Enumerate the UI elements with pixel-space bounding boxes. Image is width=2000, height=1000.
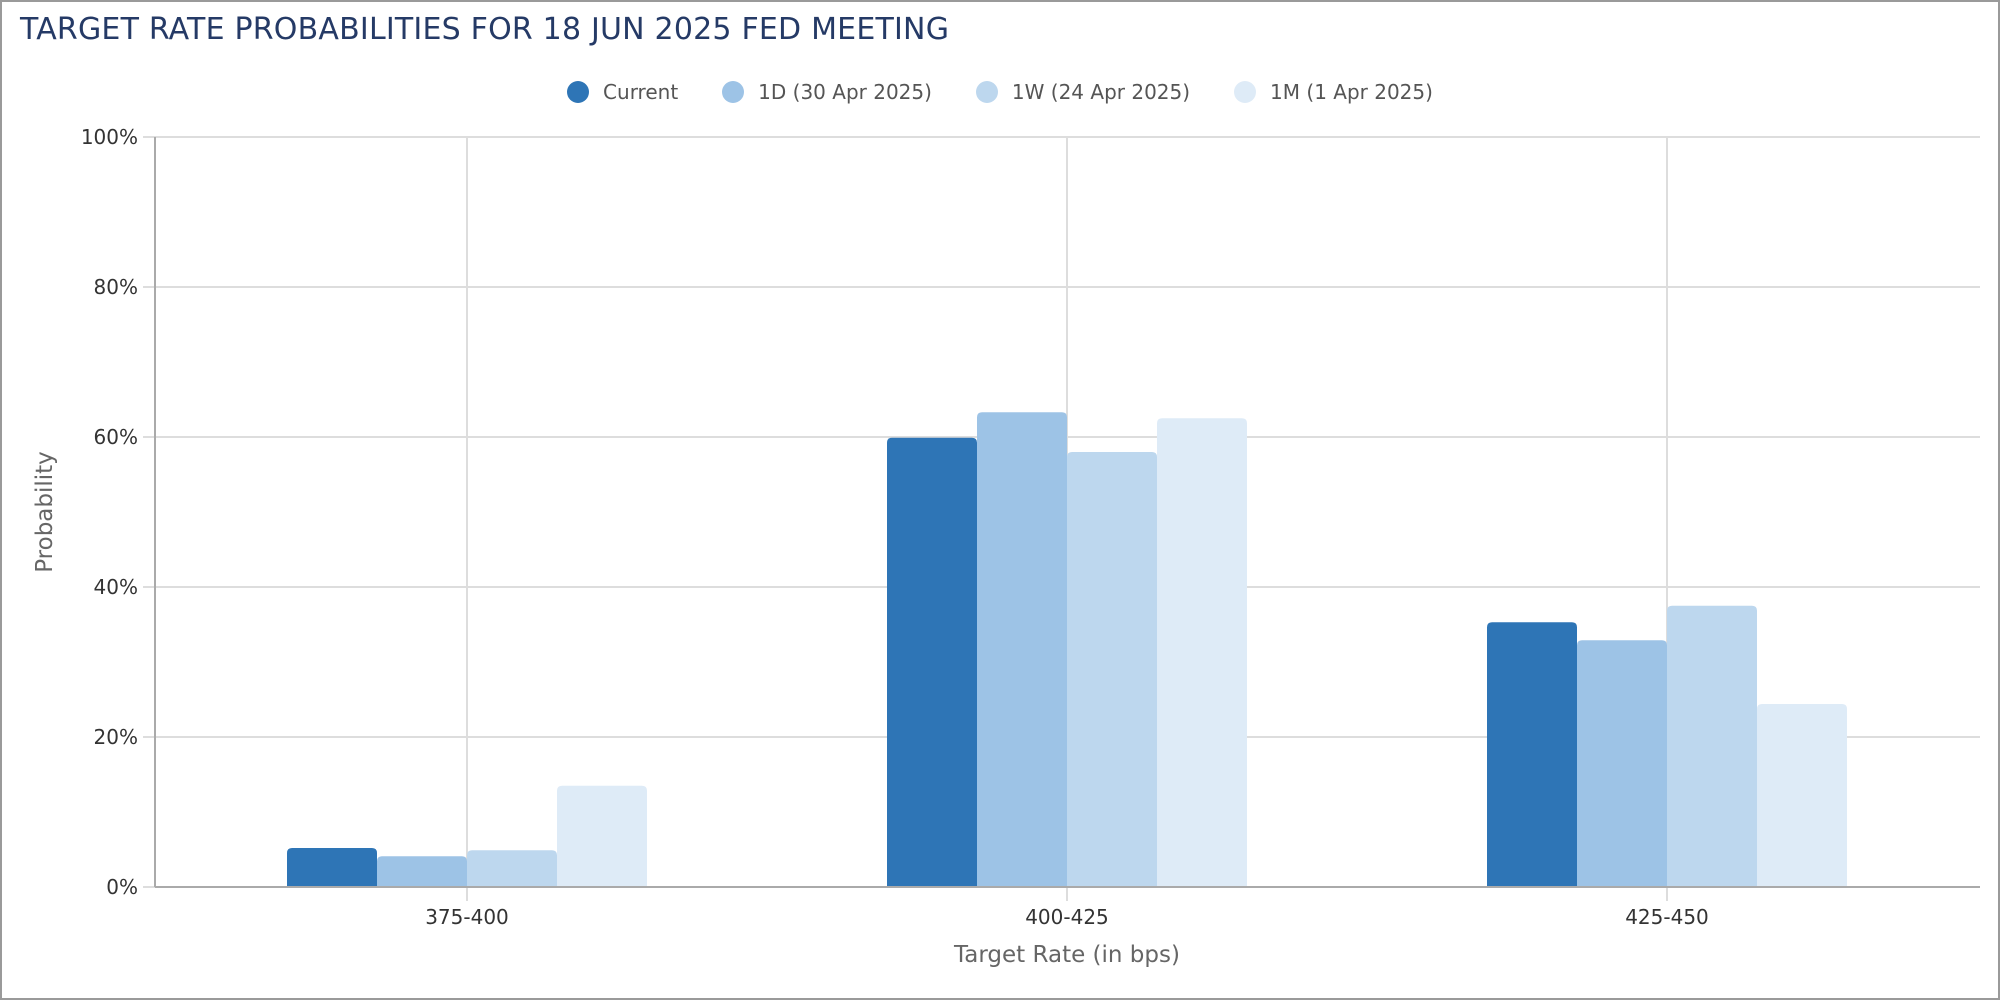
bar[interactable]: [1577, 640, 1667, 887]
chart-legend: Current 1D (30 Apr 2025) 1W (24 Apr 2025…: [0, 80, 2000, 104]
x-axis-title: Target Rate (in bps): [953, 942, 1180, 968]
bar[interactable]: [1487, 622, 1577, 887]
bar[interactable]: [1667, 605, 1757, 887]
x-tick-label: 425-450: [1625, 905, 1709, 929]
bar[interactable]: [377, 856, 467, 887]
legend-label: Current: [603, 80, 679, 104]
legend-dot-icon: [567, 81, 590, 103]
x-axis-tick-labels: 375-400 400-425 425-450: [425, 905, 1709, 929]
bar[interactable]: [977, 412, 1067, 887]
bar[interactable]: [887, 437, 977, 887]
chart-title: TARGET RATE PROBABILITIES FOR 18 JUN 202…: [20, 12, 950, 47]
y-tick-label: 0%: [106, 875, 138, 899]
y-tick-label: 60%: [94, 425, 138, 449]
bar-series: [287, 412, 1847, 887]
bar[interactable]: [287, 848, 377, 887]
y-tick-label: 20%: [94, 725, 138, 749]
y-axis-tick-labels: 0% 20% 40% 60% 80% 100%: [81, 125, 138, 899]
legend-dot-icon: [1234, 81, 1257, 103]
bar[interactable]: [467, 850, 557, 887]
legend-dot-icon: [722, 81, 745, 103]
legend-item-current[interactable]: Current: [567, 80, 678, 104]
legend-label: 1D (30 Apr 2025): [758, 80, 932, 104]
y-axis-title: Probability: [32, 451, 58, 573]
bar[interactable]: [557, 785, 647, 887]
legend-item-1d[interactable]: 1D (30 Apr 2025): [722, 80, 932, 104]
legend-item-1w[interactable]: 1W (24 Apr 2025): [975, 80, 1191, 104]
legend-item-1m[interactable]: 1M (1 Apr 2025): [1234, 80, 1433, 104]
bar[interactable]: [1757, 704, 1847, 887]
y-tick-label: 40%: [94, 575, 138, 599]
legend-label: 1M (1 Apr 2025): [1270, 80, 1433, 104]
legend-dot-icon: [975, 81, 998, 103]
y-tick-label: 100%: [81, 125, 138, 149]
y-tick-label: 80%: [94, 275, 138, 299]
bar[interactable]: [1067, 452, 1157, 887]
x-tick-label: 400-425: [1025, 905, 1109, 929]
bar[interactable]: [1157, 418, 1247, 887]
legend-label: 1W (24 Apr 2025): [1011, 80, 1191, 104]
x-tick-label: 375-400: [425, 905, 509, 929]
